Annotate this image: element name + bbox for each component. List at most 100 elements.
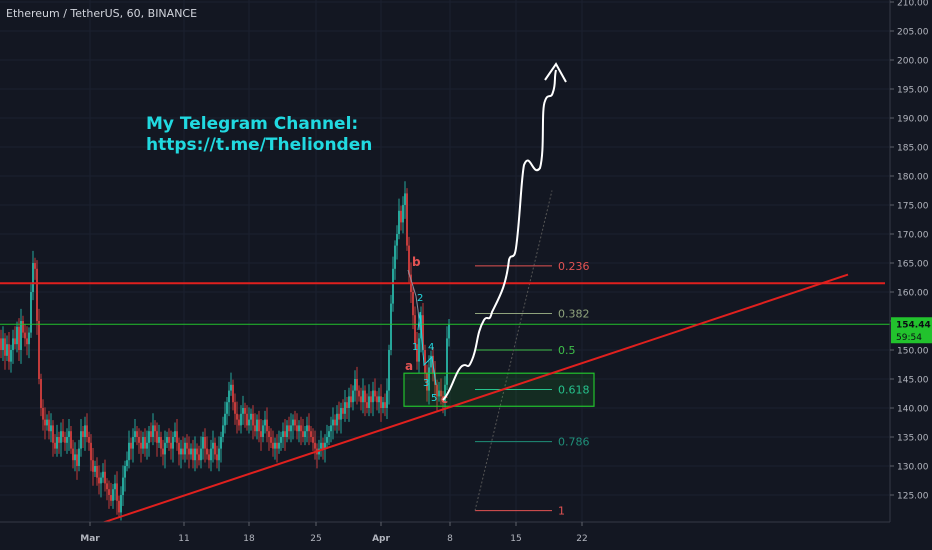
candle-body <box>52 425 54 443</box>
price-tick-label: 160.00 <box>897 289 929 299</box>
candle-body <box>386 390 388 408</box>
candle-body <box>384 402 386 408</box>
time-axis-bg <box>0 522 932 550</box>
candle-body <box>246 413 248 426</box>
candle-body <box>60 431 62 443</box>
candle-body <box>346 402 348 408</box>
candle-body <box>202 437 204 449</box>
candle-body <box>394 245 396 269</box>
candle-body <box>294 419 296 426</box>
candle-body <box>354 379 356 391</box>
candle-body <box>262 425 264 437</box>
candle-body <box>350 396 352 403</box>
candle-body <box>198 454 200 461</box>
candle-body <box>130 442 132 449</box>
candle-body <box>168 437 170 443</box>
candle-body <box>56 437 58 449</box>
candle-body <box>8 344 10 362</box>
candle-body <box>220 437 222 449</box>
candle-body <box>108 489 110 495</box>
annotation-line-1: My Telegram Channel: <box>146 114 359 134</box>
candle-body <box>64 437 66 443</box>
candle-body <box>268 431 270 437</box>
candle-body <box>54 442 56 449</box>
candle-body <box>252 413 254 426</box>
price-tick-label: 130.00 <box>897 463 929 473</box>
candle-body <box>406 193 408 246</box>
price-badge-countdown: 59:54 <box>896 333 922 343</box>
candle-body <box>270 437 272 443</box>
candle-body <box>6 344 8 356</box>
candle-body <box>50 425 52 432</box>
annotation-line-2: https://t.me/Thelionden <box>146 135 373 155</box>
candle-body <box>366 402 368 408</box>
candle-body <box>128 442 130 461</box>
candle-body <box>14 338 16 345</box>
candle-body <box>242 408 244 414</box>
candle-body <box>392 268 394 304</box>
price-tick-label: 125.00 <box>897 492 929 502</box>
candle-body <box>400 210 402 223</box>
candle-body <box>66 437 68 443</box>
fib-retracement: 0.236 0.382 0.5 0.618 0.786 1 <box>474 190 590 518</box>
candle-body <box>416 344 418 362</box>
candle-body <box>16 326 18 345</box>
candle-body <box>142 437 144 449</box>
candle-body <box>422 315 424 350</box>
candle-body <box>40 379 42 408</box>
candle-body <box>360 396 362 403</box>
candle-body <box>398 210 400 234</box>
candle-body <box>204 437 206 449</box>
candle-body <box>94 466 96 472</box>
candle-body <box>200 448 202 461</box>
candle-body <box>178 442 180 455</box>
candle-body <box>138 437 140 443</box>
wave-label-a: a <box>405 359 413 373</box>
candle-body <box>332 419 334 426</box>
candle-body <box>214 442 216 455</box>
candle-body <box>440 390 442 397</box>
candle-body <box>160 437 162 449</box>
candle-body <box>418 338 420 362</box>
candle-body <box>148 431 150 443</box>
candle-body <box>382 402 384 408</box>
price-tick-label: 190.00 <box>897 115 929 125</box>
fib-level-label: 0.786 <box>558 436 590 449</box>
candle-body <box>322 442 324 449</box>
candle-body <box>278 442 280 449</box>
price-axis: 125.00130.00135.00140.00145.00150.00155.… <box>889 0 932 550</box>
price-tick-label: 175.00 <box>897 202 929 212</box>
candle-body <box>34 263 36 269</box>
fib-level-label: 0.382 <box>558 307 590 320</box>
candle-body <box>166 437 168 443</box>
candles <box>0 181 450 521</box>
candle-body <box>92 460 94 472</box>
wave-label-3: 3 <box>423 378 429 389</box>
chart-grid <box>0 0 890 522</box>
candle-body <box>408 245 410 275</box>
price-tick-label: 200.00 <box>897 57 929 67</box>
candle-body <box>196 448 198 455</box>
candle-body <box>106 483 108 490</box>
projection-path <box>442 62 567 401</box>
candle-body <box>300 425 302 432</box>
time-tick-label: Mar <box>80 534 100 544</box>
candle-body <box>328 431 330 437</box>
fib-trend-line <box>474 190 553 511</box>
wave-label-2: 2 <box>417 293 423 304</box>
drawn-lines <box>0 273 890 528</box>
price-tick-label: 210.00 <box>897 0 929 9</box>
candle-body <box>176 431 178 443</box>
candle-body <box>80 431 82 449</box>
candle-body <box>4 338 6 356</box>
candle-body <box>182 448 184 455</box>
candle-body <box>110 495 112 501</box>
price-badge <box>891 317 932 344</box>
candle-body <box>136 431 138 437</box>
candle-body <box>414 315 416 345</box>
candle-body <box>96 466 98 478</box>
time-tick-label: 25 <box>310 534 321 544</box>
candle-body <box>396 234 398 246</box>
candle-body <box>368 396 370 408</box>
